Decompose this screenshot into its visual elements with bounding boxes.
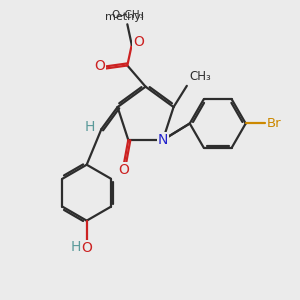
Text: O–CH₃: O–CH₃ [111, 10, 144, 20]
Text: methyl: methyl [105, 12, 144, 22]
Text: O: O [133, 35, 144, 49]
Text: H: H [85, 120, 95, 134]
Text: O: O [94, 59, 105, 74]
Text: O: O [118, 163, 129, 177]
Text: N: N [158, 133, 168, 147]
Text: H: H [70, 240, 81, 254]
Text: CH₃: CH₃ [189, 70, 211, 83]
Text: O: O [81, 241, 92, 255]
Text: Br: Br [267, 117, 282, 130]
